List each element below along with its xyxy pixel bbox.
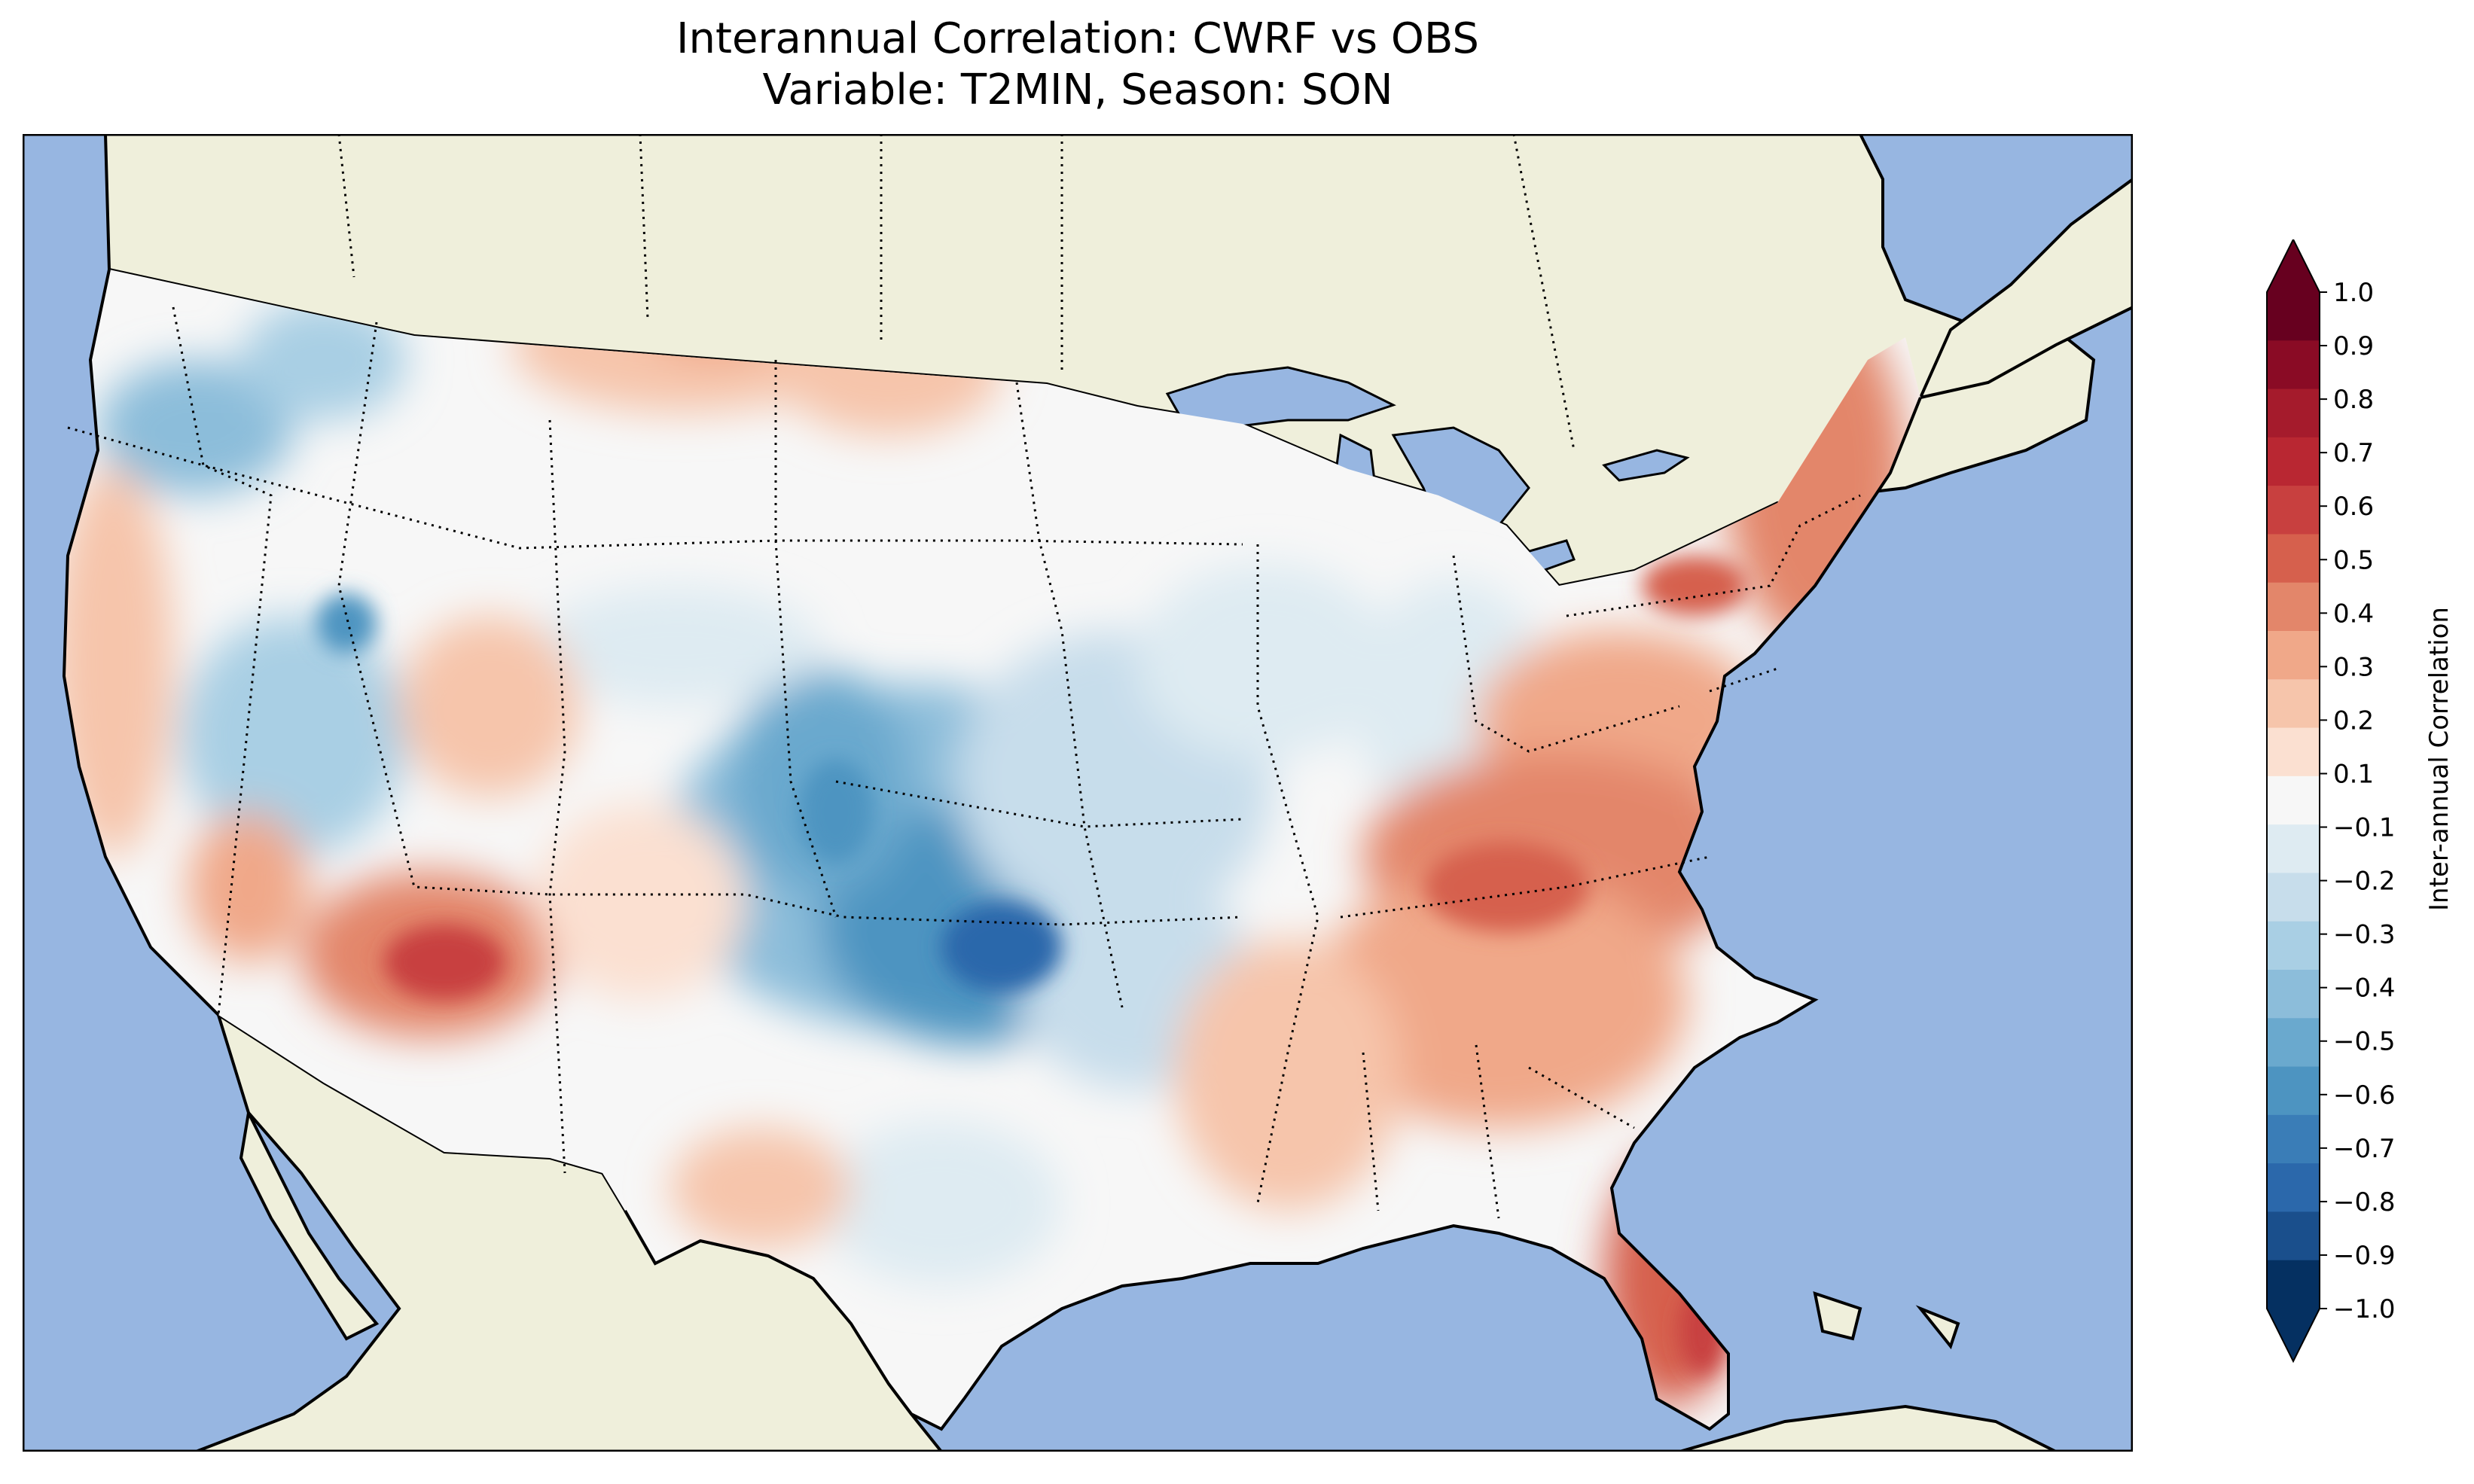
colorbar-segment xyxy=(2267,340,2320,390)
colorbar-tick-label: 0.8 xyxy=(2333,385,2374,415)
colorbar-tick-label: −0.5 xyxy=(2333,1027,2396,1057)
map-frame xyxy=(23,134,2133,1452)
colorbar-segment xyxy=(2267,437,2320,486)
title-line-2: Variable: T2MIN, Season: SON xyxy=(762,66,1393,114)
colorbar-segment xyxy=(2267,1260,2320,1309)
colorbar-label: Inter-annual Correlation xyxy=(2424,607,2454,911)
colorbar-tick-label: 0.1 xyxy=(2333,759,2374,789)
colorbar-segment xyxy=(2267,776,2320,825)
colorbar-segment xyxy=(2267,1066,2320,1116)
colorbar-segment xyxy=(2267,292,2320,341)
colorbar-tick-label: 0.6 xyxy=(2333,492,2374,522)
colorbar-segment xyxy=(2267,631,2320,680)
colorbar-segment xyxy=(2267,1018,2320,1068)
colorbar-tick-label: 0.9 xyxy=(2333,331,2374,361)
colorbar-tick-label: −0.9 xyxy=(2333,1241,2396,1271)
colorbar-tick-label: 0.3 xyxy=(2333,652,2374,682)
us-coastline xyxy=(62,269,1922,1431)
colorbar-segment xyxy=(2267,970,2320,1019)
colorbar-tick-label: −1.0 xyxy=(2333,1294,2396,1324)
colorbar-segment xyxy=(2267,1163,2320,1212)
colorbar-segment xyxy=(2267,534,2320,584)
colorbar-svg: 1.0 0.9 0.8 0.7 0.6 0.5 0.4 0.3 0.2 0.1 −0.1 −0.2 −0… xyxy=(2266,239,2454,1364)
colorbar-segment xyxy=(2267,873,2320,922)
colorbar-tick-label: 0.2 xyxy=(2333,705,2374,736)
colorbar-tick-label: 0.7 xyxy=(2333,438,2374,468)
colorbar-extend-bottom xyxy=(2267,1309,2320,1361)
colorbar-segment xyxy=(2267,1211,2320,1261)
colorbar-tick-label: −0.6 xyxy=(2333,1080,2396,1111)
colorbar-tick-label: −0.4 xyxy=(2333,974,2396,1004)
colorbar-tick-label: −0.2 xyxy=(2333,867,2396,897)
colorbar-segment xyxy=(2267,727,2320,777)
colorbar-tick-label: 0.5 xyxy=(2333,545,2374,575)
state-borders xyxy=(67,306,1861,1219)
colorbar-tick-label: −0.1 xyxy=(2333,813,2396,843)
colorbar-segment xyxy=(2267,824,2320,873)
country-borders xyxy=(337,134,1576,451)
colorbar-segment xyxy=(2267,389,2320,438)
colorbar-segment xyxy=(2267,582,2320,632)
colorbar-segment xyxy=(2267,1114,2320,1164)
colorbar-tick-label: −0.3 xyxy=(2333,920,2396,950)
colorbar-segment xyxy=(2267,486,2320,535)
colorbar-segment xyxy=(2267,921,2320,971)
chart-title: Interannual Correlation: CWRF vs OBS Var… xyxy=(23,14,2133,116)
map-panel xyxy=(23,134,2133,1452)
colorbar-extend-top xyxy=(2267,239,2320,292)
colorbar-segment xyxy=(2267,679,2320,729)
colorbar-tick-label: 0.4 xyxy=(2333,599,2374,629)
colorbar-tick-label: 1.0 xyxy=(2333,278,2374,308)
title-line-1: Interannual Correlation: CWRF vs OBS xyxy=(676,14,1479,63)
colorbar-tick-label: −0.8 xyxy=(2333,1187,2396,1217)
colorbar-tick-label: −0.7 xyxy=(2333,1134,2396,1164)
